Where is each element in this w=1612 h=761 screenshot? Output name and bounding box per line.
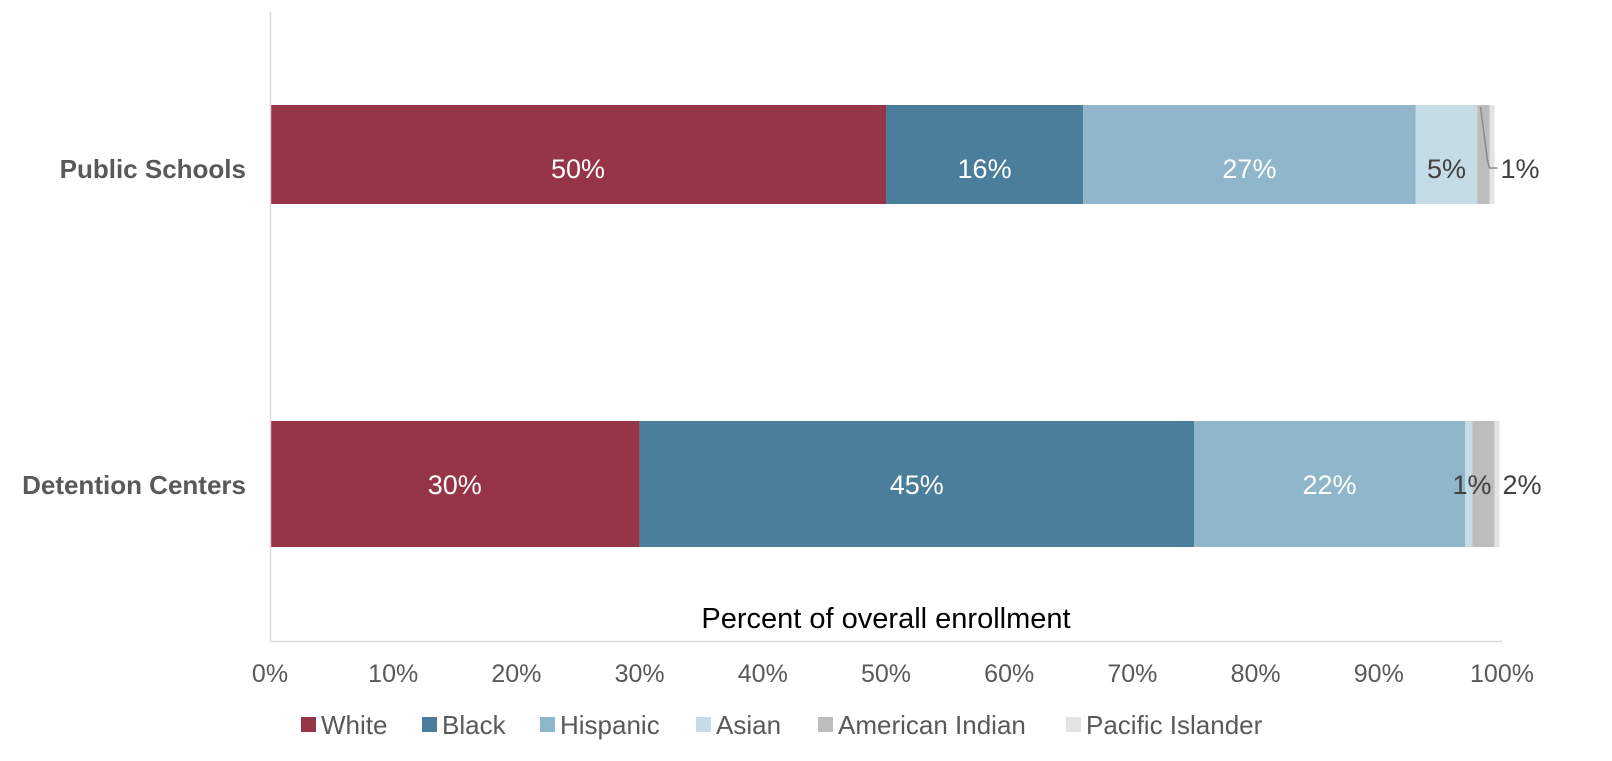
x-tick-label: 40% [738,660,788,688]
bar-public-schools-hispanic [1083,105,1416,204]
data-label-detention-centers-white: 30% [428,470,482,500]
x-tick-label: 30% [615,660,665,688]
legend-item-american-indian: American Indian [818,710,1026,740]
legend-label: White [321,710,387,740]
legend-label: American Indian [838,710,1026,740]
x-tick-label: 80% [1231,660,1281,688]
legend-item-pacific-islander: Pacific Islander [1066,710,1263,740]
data-label-detention-centers-american-indian: 2% [1502,470,1541,500]
bar-detention-centers-asian [1465,421,1473,547]
legend-label: Hispanic [560,710,660,740]
x-tick-label: 100% [1470,660,1534,688]
legend: White Black Hispanic Asian American Indian Pa… [301,710,1263,740]
x-tick-label: 20% [491,660,541,688]
bars-layer [270,105,1500,547]
category-label-detention-centers: Detention Centers [22,470,246,500]
x-tick-label: 90% [1354,660,1404,688]
legend-swatch [1066,717,1081,732]
category-labels: Public Schools Detention Centers [22,154,246,500]
legend-label: Asian [716,710,781,740]
legend-swatch [301,717,316,732]
category-label-public-schools: Public Schools [60,154,246,184]
data-label-public-schools-american-indian: 1% [1501,154,1540,184]
legend-item-white: White [301,710,387,740]
legend-item-hispanic: Hispanic [540,710,660,740]
data-label-detention-centers-hispanic: 22% [1302,470,1356,500]
bar-detention-centers-american-indian [1472,421,1495,547]
data-label-public-schools-white: 50% [551,154,605,184]
x-tick-label: 50% [861,660,911,688]
bar-public-schools-black [886,105,1084,204]
bar-detention-centers-hispanic [1194,421,1466,547]
bar-public-schools-white [270,105,886,204]
x-tick-label: 70% [1107,660,1157,688]
data-label-public-schools-hispanic: 27% [1222,154,1276,184]
data-labels-layer: 50% 16% 27% 5% 1% 30% 45% 22% 1% 2% [428,106,1542,500]
bar-detention-centers-pacific-islander [1494,421,1500,547]
legend-label: Black [442,710,507,740]
data-label-public-schools-black: 16% [958,154,1012,184]
x-tick-label: 60% [984,660,1034,688]
x-tick-label: 0% [252,660,288,688]
legend-item-asian: Asian [696,710,781,740]
x-tick-label: 10% [368,660,418,688]
bar-public-schools-pacific-islander [1489,105,1495,204]
bar-detention-centers-white [270,421,640,547]
data-label-detention-centers-asian: 1% [1452,470,1491,500]
bar-public-schools-asian [1415,105,1478,204]
bar-detention-centers-black [639,421,1194,547]
data-label-detention-centers-black: 45% [890,470,944,500]
legend-swatch [818,717,833,732]
x-tick-labels: 0% 10% 20% 30% 40% 50% 60% 70% 80% 90% 100% [252,660,1534,688]
legend-swatch [422,717,437,732]
legend-swatch [696,717,711,732]
bar-public-schools-american-indian [1477,105,1490,204]
legend-swatch [540,717,555,732]
axis-layer: Percent of overall enrollment [269,12,1502,643]
leader-line-public-schools-american-indian [1479,106,1498,169]
data-label-public-schools-asian: 5% [1427,154,1466,184]
x-axis-title: Percent of overall enrollment [701,603,1070,635]
legend-item-black: Black [422,710,507,740]
legend-label: Pacific Islander [1086,710,1263,740]
